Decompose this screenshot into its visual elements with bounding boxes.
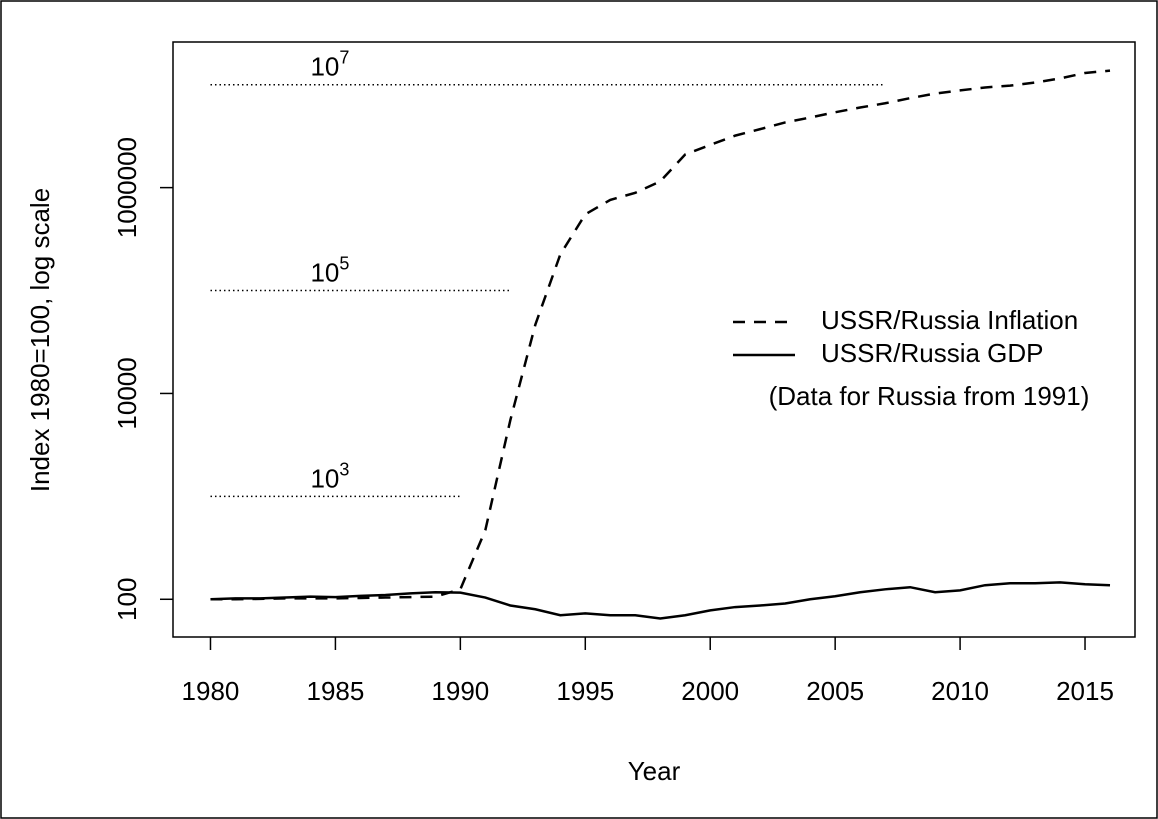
reference-label-exponent: 3 bbox=[339, 459, 349, 479]
legend-label: USSR/Russia Inflation bbox=[821, 305, 1078, 335]
x-tick-label: 2015 bbox=[1056, 676, 1114, 706]
legend-label: USSR/Russia GDP bbox=[821, 338, 1044, 368]
reference-label: 107 bbox=[310, 47, 349, 81]
x-tick-label: 1995 bbox=[556, 676, 614, 706]
x-tick-label: 1985 bbox=[306, 676, 364, 706]
x-tick-label: 2010 bbox=[931, 676, 989, 706]
series-line bbox=[210, 581, 1111, 620]
y-tick-label: 1000000 bbox=[112, 137, 142, 238]
y-axis-label: Index 1980=100, log scale bbox=[25, 188, 55, 492]
reference-label: 103 bbox=[310, 459, 349, 493]
reference-label-base: 10 bbox=[310, 463, 339, 493]
series-line bbox=[210, 69, 1111, 601]
x-tick-label: 2005 bbox=[806, 676, 864, 706]
reference-label-exponent: 7 bbox=[339, 47, 349, 67]
x-tick-label: 1980 bbox=[182, 676, 240, 706]
reference-label-exponent: 5 bbox=[339, 253, 349, 273]
reference-label: 105 bbox=[310, 253, 349, 287]
reference-label-base: 10 bbox=[310, 257, 339, 287]
x-tick-label: 1990 bbox=[431, 676, 489, 706]
x-axis-label: Year bbox=[628, 756, 681, 786]
y-tick-label: 10000 bbox=[112, 357, 142, 429]
reference-label-base: 10 bbox=[310, 52, 339, 82]
legend-note: (Data for Russia from 1991) bbox=[769, 381, 1090, 411]
plot-border bbox=[172, 41, 1136, 638]
x-tick-label: 2000 bbox=[681, 676, 739, 706]
y-tick-label: 100 bbox=[112, 578, 142, 621]
